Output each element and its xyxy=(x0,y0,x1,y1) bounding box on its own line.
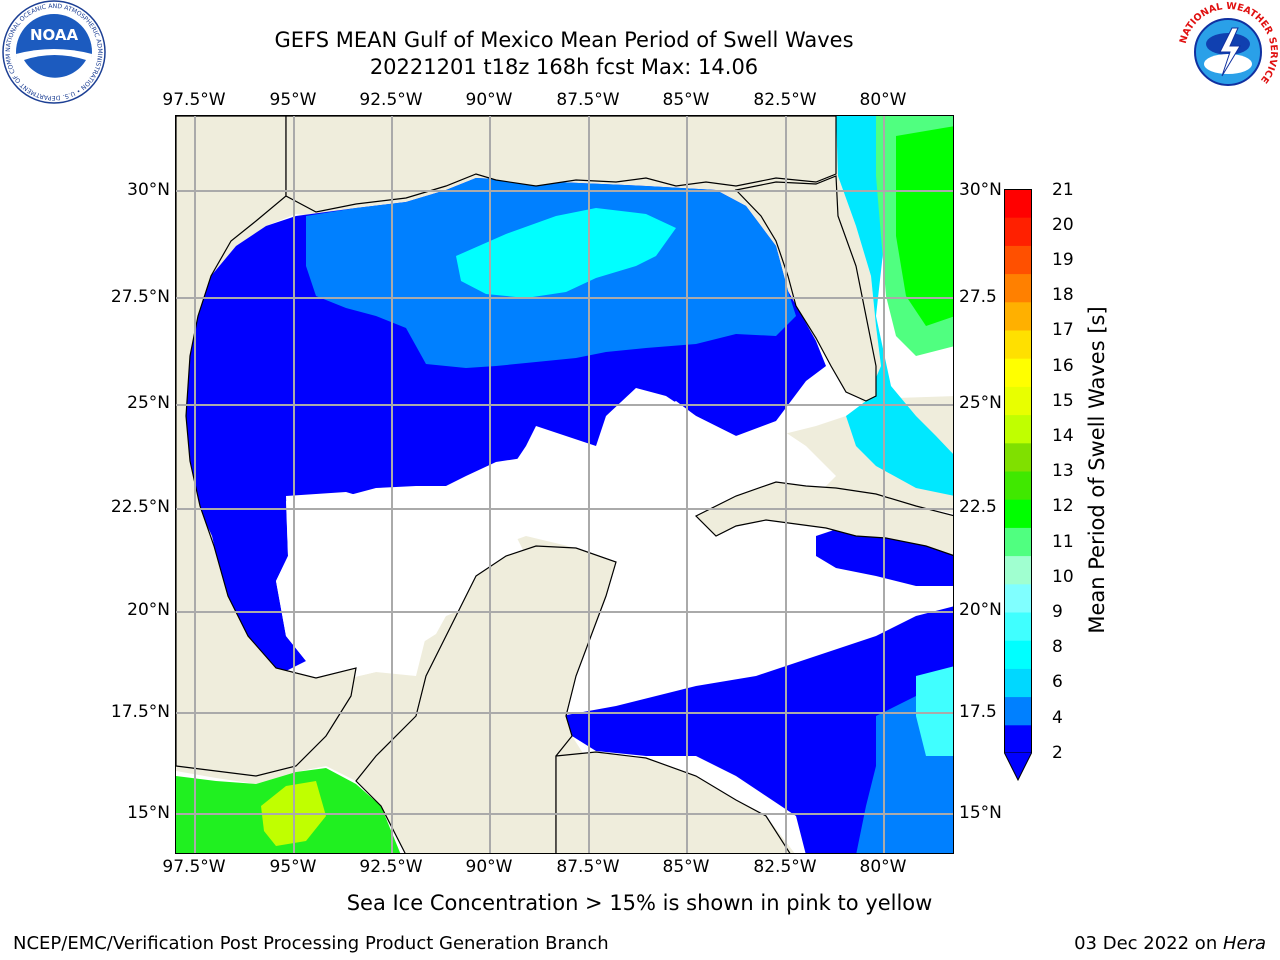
colorbar-tick: 20 xyxy=(1052,215,1074,235)
lon-label-bottom: 97.5°W xyxy=(162,857,226,877)
colorbar-tick: 17 xyxy=(1052,320,1074,340)
chart-title: GEFS MEAN Gulf of Mexico Mean Period of … xyxy=(274,28,854,52)
land-us-gulf-coast xyxy=(285,116,837,213)
colorbar-cell xyxy=(1004,668,1032,698)
lat-label-left: 27.5°N xyxy=(110,287,170,307)
lon-label-top: 95°W xyxy=(269,90,317,110)
map-panel xyxy=(175,115,954,854)
nws-logo-icon: NATIONAL WEATHER SERVICE xyxy=(1178,1,1279,102)
lon-label-bottom: 85°W xyxy=(662,857,710,877)
lat-label-right: 25°N xyxy=(959,393,1002,413)
lon-label-bottom: 82.5°W xyxy=(753,857,817,877)
land-central-america xyxy=(555,751,791,853)
colorbar-cell xyxy=(1004,640,1032,669)
lon-label-top: 87.5°W xyxy=(556,90,620,110)
lat-label-left: 25°N xyxy=(127,393,170,413)
lat-label-left: 30°N xyxy=(127,180,170,200)
colorbar-cell xyxy=(1004,273,1032,303)
footer-date: 03 Dec 2022 on Hera xyxy=(1074,933,1266,954)
calm-zone-southwest xyxy=(276,492,526,686)
colorbar-cell xyxy=(1004,612,1032,641)
lon-label-bottom: 90°W xyxy=(465,857,513,877)
lat-label-right: 15°N xyxy=(959,803,1002,823)
colorbar-cell xyxy=(1004,527,1032,557)
colorbar-cell xyxy=(1004,583,1032,613)
colorbar-cell xyxy=(1004,724,1032,753)
colorbar-cell xyxy=(1004,358,1032,387)
colorbar-tick: 9 xyxy=(1052,602,1063,622)
lon-label-top: 90°W xyxy=(465,90,513,110)
colorbar-cell xyxy=(1004,499,1032,528)
colorbar-tick: 13 xyxy=(1052,461,1074,481)
footer-date-text: 03 Dec 2022 on xyxy=(1074,933,1223,954)
swell-fill-2-4-cuba-south xyxy=(561,606,953,853)
colorbar-tick: 8 xyxy=(1052,637,1063,657)
graticule xyxy=(176,116,953,853)
lon-label-bottom: 87.5°W xyxy=(556,857,620,877)
colorbar-cell xyxy=(1004,386,1032,416)
lon-label-bottom: 95°W xyxy=(269,857,317,877)
lat-label-right: 27.5 xyxy=(959,287,997,307)
lat-label-right: 22.5 xyxy=(959,497,997,517)
colorbar-tick: 14 xyxy=(1052,426,1074,446)
lon-label-top: 85°W xyxy=(662,90,710,110)
colorbar-cell xyxy=(1004,245,1032,275)
sea-ice-note: Sea Ice Concentration > 15% is shown in … xyxy=(346,891,933,915)
colorbar-tick: 10 xyxy=(1052,567,1074,587)
colorbar-label: Mean Period of Swell Waves [s] xyxy=(1085,306,1109,634)
lon-label-top: 97.5°W xyxy=(162,90,226,110)
lon-label-top: 82.5°W xyxy=(753,90,817,110)
colorbar-tick: 12 xyxy=(1052,496,1074,516)
map-canvas xyxy=(176,116,953,853)
colorbar xyxy=(1004,189,1032,753)
colorbar-tick: 11 xyxy=(1052,532,1074,552)
lon-label-top: 92.5°W xyxy=(359,90,423,110)
noaa-logo-text: NOAA xyxy=(30,26,79,44)
footer-host: Hera xyxy=(1222,933,1266,954)
colorbar-tick: 19 xyxy=(1052,250,1074,270)
colorbar-cell xyxy=(1004,330,1032,359)
colorbar-cell xyxy=(1004,442,1032,472)
colorbar-cell xyxy=(1004,696,1032,726)
land-cuba xyxy=(694,481,953,556)
colorbar-extend-arrow-icon xyxy=(1004,752,1032,782)
colorbar-tick: 2 xyxy=(1052,743,1063,763)
colorbar-tick: 15 xyxy=(1052,391,1074,411)
colorbar-tick: 18 xyxy=(1052,285,1074,305)
colorbar-tick: 16 xyxy=(1052,356,1074,376)
chart-subtitle: 20221201 t18z 168h fcst Max: 14.06 xyxy=(369,55,759,79)
footer-credit: NCEP/EMC/Verification Post Processing Pr… xyxy=(13,933,609,954)
lat-label-left: 15°N xyxy=(127,803,170,823)
colorbar-cell xyxy=(1004,217,1032,246)
colorbar-cell xyxy=(1004,414,1032,444)
noaa-logo-icon: NATIONAL OCEANIC AND ATMOSPHERIC ADMINIS… xyxy=(2,0,106,104)
lat-label-right: 30°N xyxy=(959,180,1002,200)
swell-fill-6-8-east xyxy=(836,116,953,496)
lon-label-bottom: 80°W xyxy=(859,857,907,877)
colorbar-cell xyxy=(1004,301,1032,331)
colorbar-tick: 4 xyxy=(1052,708,1063,728)
swell-fill-10-11 xyxy=(896,126,953,326)
lat-label-right: 20°N xyxy=(959,600,1002,620)
colorbar-tick: 6 xyxy=(1052,672,1063,692)
lon-label-bottom: 92.5°W xyxy=(359,857,423,877)
lat-label-left: 22.5°N xyxy=(110,497,170,517)
lat-label-left: 20°N xyxy=(127,600,170,620)
colorbar-cell xyxy=(1004,189,1032,218)
lat-label-right: 17.5 xyxy=(959,702,997,722)
swell-fill-6-8 xyxy=(456,208,676,298)
swell-fill-6-8-south xyxy=(916,666,953,756)
colorbar-cell xyxy=(1004,555,1032,585)
colorbar-tick: 21 xyxy=(1052,180,1074,200)
lon-label-top: 80°W xyxy=(859,90,907,110)
lat-label-left: 17.5°N xyxy=(110,702,170,722)
colorbar-cell xyxy=(1004,471,1032,500)
